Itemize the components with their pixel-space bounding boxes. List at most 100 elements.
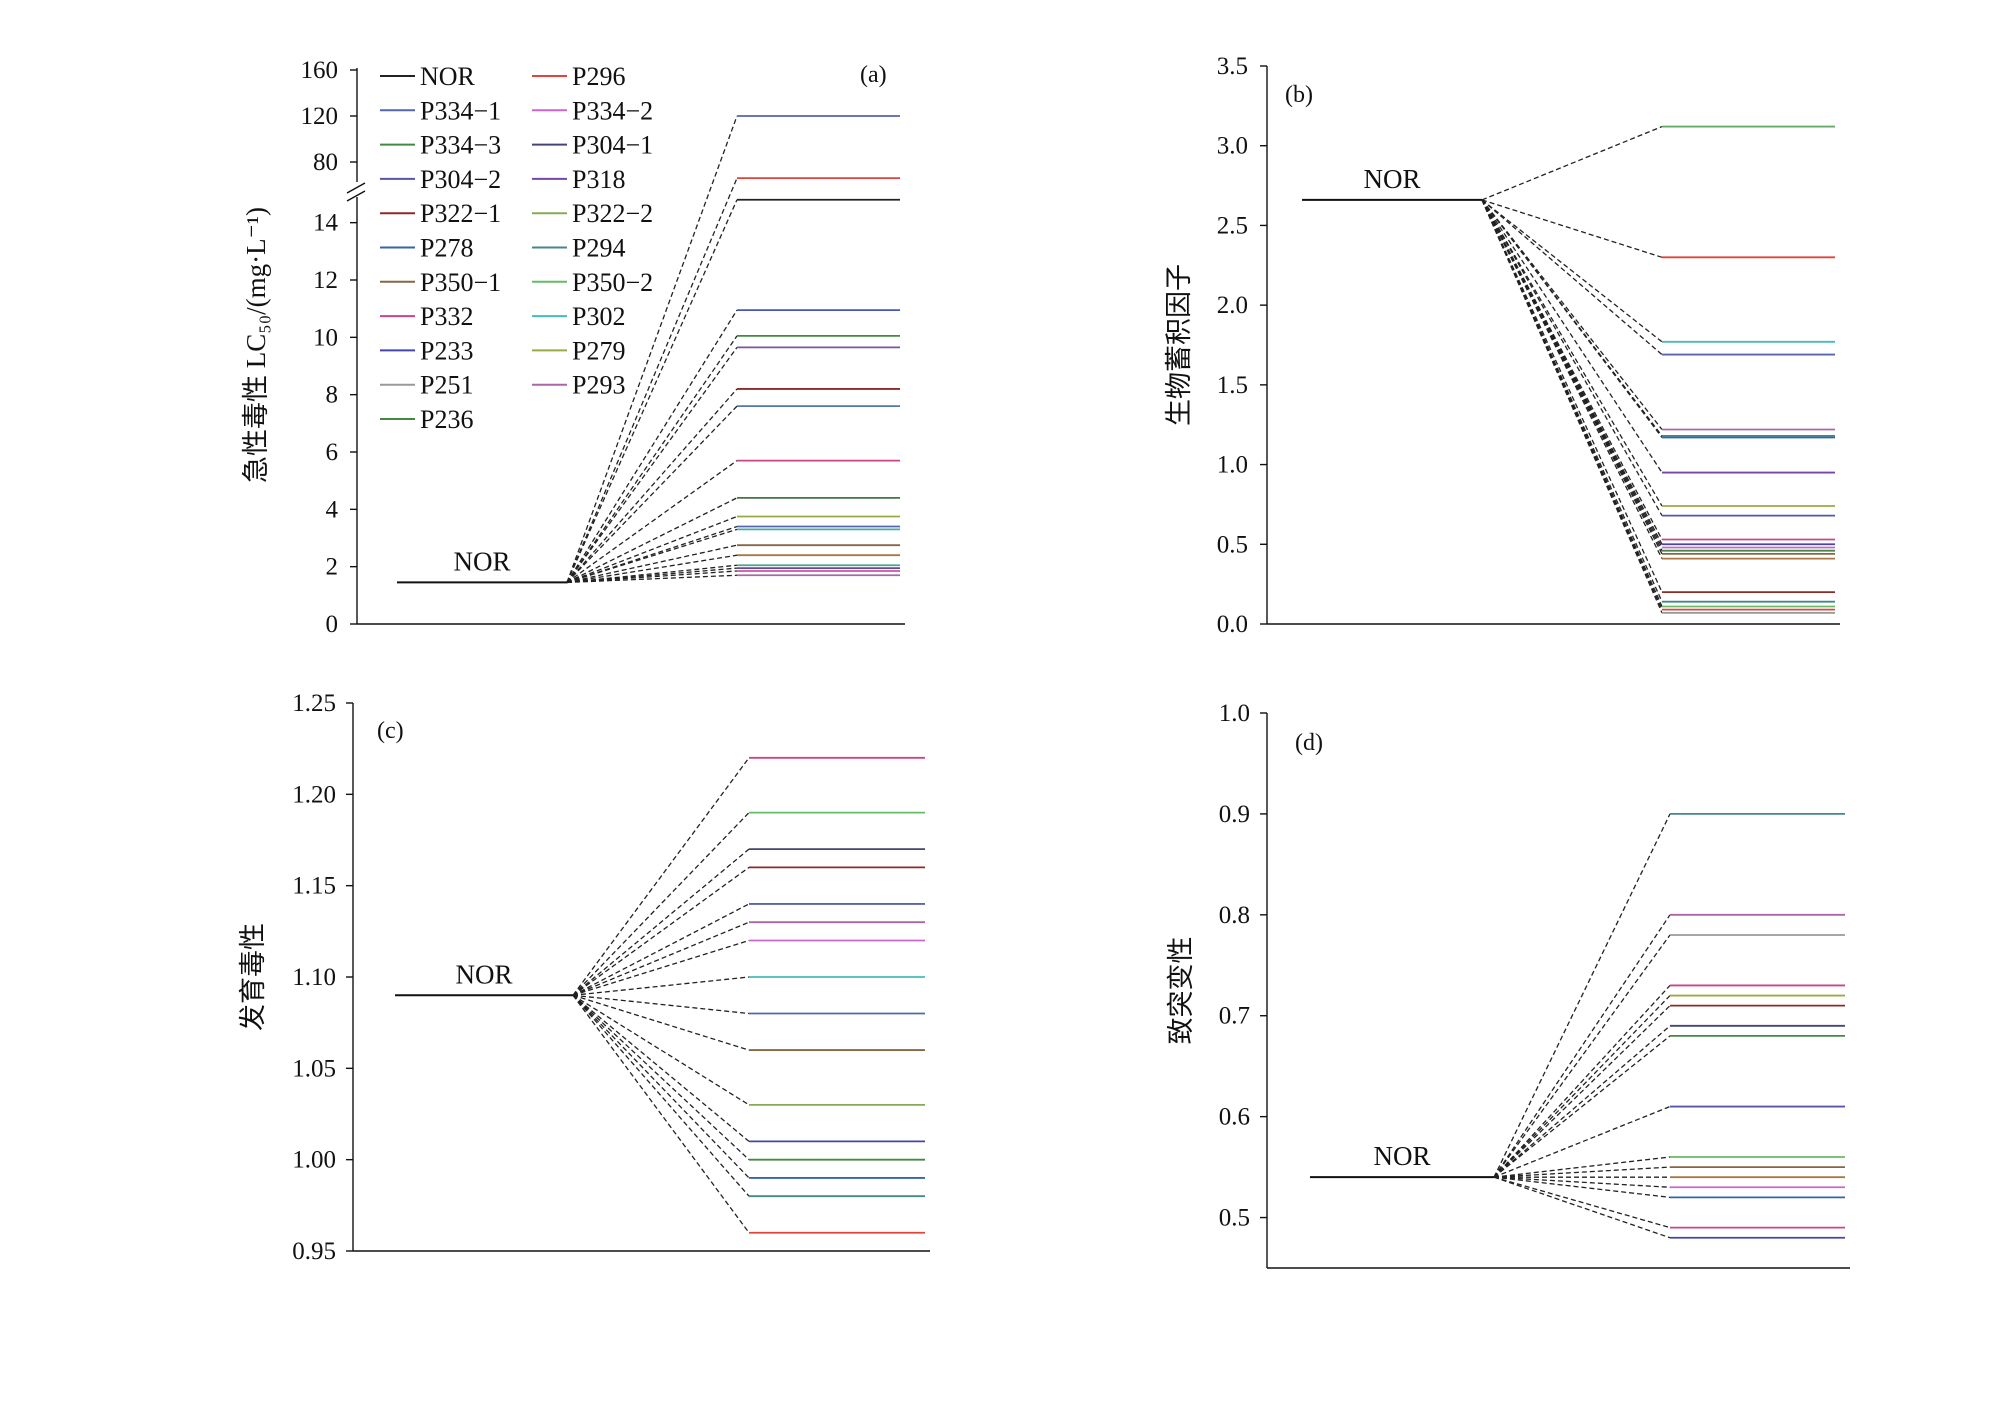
nor-label: NOR bbox=[1373, 1141, 1430, 1171]
connector-line bbox=[572, 976, 750, 996]
connector-line bbox=[572, 903, 750, 996]
y-tick-label: 8 bbox=[326, 382, 339, 409]
y-tick-label: 1.00 bbox=[292, 1147, 336, 1174]
y-tick-label: 160 bbox=[301, 57, 339, 84]
y-tick-label: 6 bbox=[326, 439, 339, 466]
connector-line bbox=[1481, 199, 1663, 473]
legend-label: P332 bbox=[420, 302, 473, 331]
connector-line bbox=[566, 544, 738, 584]
connector-line bbox=[566, 177, 738, 583]
connector-line bbox=[1481, 199, 1663, 614]
legend-label: P302 bbox=[572, 302, 625, 331]
connector-line bbox=[1481, 125, 1663, 201]
connector-line bbox=[572, 939, 750, 996]
connector-line bbox=[1493, 1005, 1671, 1178]
y-tick-label: 1.10 bbox=[292, 964, 336, 991]
connector-line bbox=[566, 346, 738, 583]
connector-line bbox=[1493, 1176, 1671, 1239]
connector-line bbox=[566, 309, 738, 583]
legend-label: P293 bbox=[572, 371, 625, 400]
panel-label: (d) bbox=[1295, 730, 1323, 756]
connector-line bbox=[1493, 1025, 1671, 1178]
nor-label: NOR bbox=[453, 546, 510, 576]
y-tick-label: 80 bbox=[313, 149, 338, 176]
legend-label: P334−2 bbox=[572, 96, 653, 125]
connector-line bbox=[566, 460, 738, 583]
y-tick-label: 1.15 bbox=[292, 873, 336, 900]
y-tick-label: 1.0 bbox=[1217, 452, 1248, 479]
y-tick-label: 14 bbox=[313, 210, 339, 237]
connector-line bbox=[572, 994, 750, 1234]
y-tick-label: 3.0 bbox=[1217, 133, 1248, 160]
y-tick-label: 2 bbox=[326, 554, 339, 581]
connector-line bbox=[572, 921, 750, 996]
y-axis-label: 致突变性 bbox=[1166, 937, 1196, 1045]
y-axis-label: 发育毒性 bbox=[238, 923, 268, 1031]
y-axis-label: 急性毒性 LC₅₀/(mg·L⁻¹) bbox=[241, 207, 271, 483]
legend-label: P304−2 bbox=[420, 165, 501, 194]
legend-label: P350−1 bbox=[420, 268, 501, 297]
y-tick-label: 4 bbox=[326, 496, 339, 523]
legend-label: P350−2 bbox=[572, 268, 653, 297]
y-tick-label: 10 bbox=[313, 324, 338, 351]
connector-line bbox=[1481, 199, 1663, 559]
y-tick-label: 0.0 bbox=[1217, 611, 1248, 638]
connector-line bbox=[1493, 1035, 1671, 1178]
connector-line bbox=[1493, 1166, 1671, 1178]
legend-label: P279 bbox=[572, 336, 625, 365]
connector-line bbox=[572, 994, 750, 1106]
connector-line bbox=[566, 115, 738, 583]
connector-line bbox=[1493, 1176, 1671, 1229]
panel-label: (a) bbox=[860, 62, 887, 88]
connector-line bbox=[572, 848, 750, 996]
panel-d: 0.5 0.6 0.7 0.8 0.9 1.0 致突变性 (d) NOR bbox=[1166, 700, 1850, 1269]
connector-line bbox=[566, 515, 738, 584]
legend-label: P322−2 bbox=[572, 199, 653, 228]
connector-line bbox=[566, 528, 738, 584]
connector-line bbox=[1493, 1176, 1671, 1199]
panel-label: (c) bbox=[377, 718, 404, 744]
legend-label: NOR bbox=[420, 62, 476, 91]
connector-line bbox=[1493, 995, 1671, 1178]
connector-line bbox=[1493, 914, 1671, 1178]
connector-line bbox=[1481, 199, 1663, 258]
connector-line bbox=[1481, 199, 1663, 507]
legend-label: P334−3 bbox=[420, 131, 501, 160]
nor-label: NOR bbox=[1363, 164, 1420, 194]
y-axis-label: 生物蓄积因子 bbox=[1164, 264, 1194, 426]
connector-line bbox=[1481, 199, 1663, 356]
connector-line bbox=[1493, 1156, 1671, 1178]
panel-c: 0.95 1.00 1.05 1.10 1.15 1.20 1.25 发育毒性 (c) NOR bbox=[238, 690, 930, 1265]
y-tick-label: 0.5 bbox=[1219, 1205, 1250, 1232]
connector-line bbox=[572, 866, 750, 996]
y-tick-label: 1.5 bbox=[1217, 372, 1248, 399]
connector-line bbox=[572, 994, 750, 1179]
connector-line bbox=[572, 994, 750, 1197]
y-tick-label: 12 bbox=[313, 267, 338, 294]
connector-line bbox=[566, 554, 738, 584]
panel-a: 0 2 4 6 8 10 12 14 80 120 160 急性毒性 LC₅₀/(mg·L⁻¹) (a)… bbox=[241, 57, 905, 638]
y-tick-label: 120 bbox=[301, 103, 339, 130]
connector-line bbox=[1493, 1176, 1671, 1188]
nor-label: NOR bbox=[455, 959, 512, 989]
legend-label: P334−1 bbox=[420, 96, 501, 125]
legend-label: P322−1 bbox=[420, 199, 501, 228]
connector-line bbox=[572, 994, 750, 1015]
y-tick-label: 1.05 bbox=[292, 1055, 336, 1082]
y-tick-label: 0.6 bbox=[1219, 1104, 1250, 1131]
connector-line bbox=[572, 994, 750, 1051]
connector-line bbox=[566, 335, 738, 583]
legend-label: P296 bbox=[572, 62, 625, 91]
y-tick-label: 1.20 bbox=[292, 781, 336, 808]
axis-break-mark bbox=[346, 190, 366, 202]
connector-line bbox=[566, 570, 738, 584]
connector-line bbox=[572, 757, 750, 996]
y-tick-label: 0.5 bbox=[1217, 531, 1248, 558]
y-tick-label: 1.25 bbox=[292, 690, 336, 717]
legend-label: P233 bbox=[420, 336, 473, 365]
y-tick-label: 0 bbox=[326, 611, 339, 638]
connector-line bbox=[1493, 985, 1671, 1178]
connector-line bbox=[566, 388, 738, 583]
connector-line bbox=[572, 994, 750, 1142]
